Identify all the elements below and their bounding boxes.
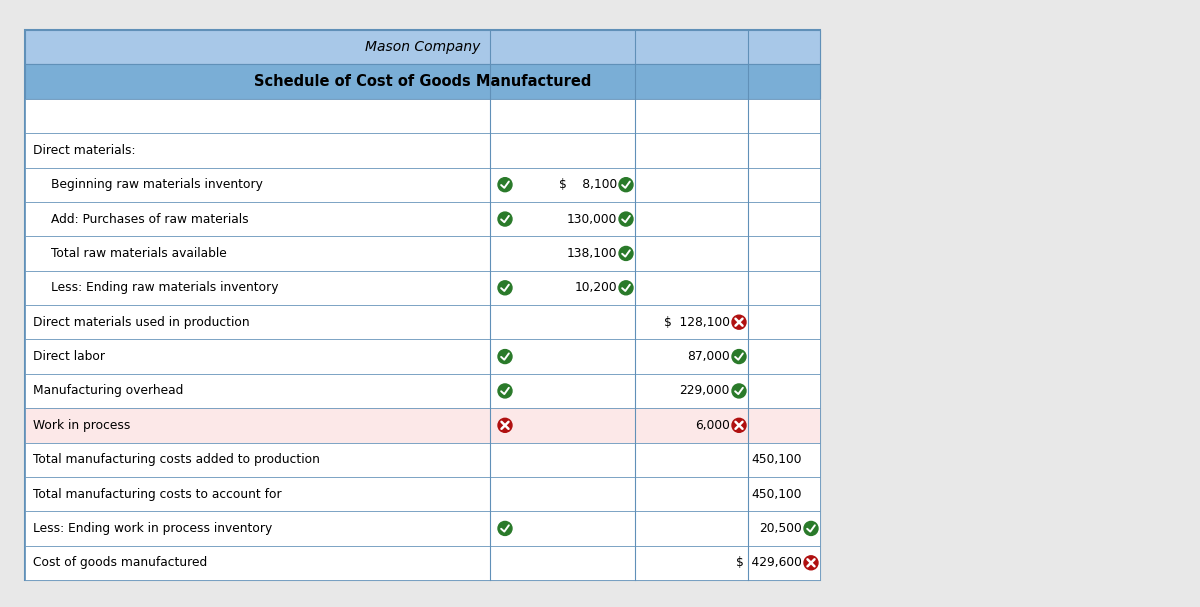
Circle shape [619,281,634,295]
Text: 229,000: 229,000 [679,384,730,398]
Text: Schedule of Cost of Goods Manufactured: Schedule of Cost of Goods Manufactured [254,74,592,89]
Text: 6,000: 6,000 [695,419,730,432]
Circle shape [732,315,746,329]
Bar [25,30,820,64]
Text: 10,200: 10,200 [575,281,617,294]
Text: Add: Purchases of raw materials: Add: Purchases of raw materials [50,212,248,226]
Bar [25,511,820,546]
Circle shape [804,556,818,570]
Text: Total manufacturing costs to account for: Total manufacturing costs to account for [34,487,282,501]
Text: 450,100: 450,100 [751,487,802,501]
Circle shape [498,212,512,226]
Bar [25,443,820,477]
Circle shape [619,246,634,260]
Circle shape [804,521,818,535]
Bar [25,408,820,443]
Bar [25,305,820,339]
Circle shape [732,384,746,398]
Circle shape [498,384,512,398]
Circle shape [619,212,634,226]
Text: $    8,100: $ 8,100 [559,178,617,191]
Text: Cost of goods manufactured: Cost of goods manufactured [34,556,208,569]
Text: 20,500: 20,500 [760,522,802,535]
Text: Manufacturing overhead: Manufacturing overhead [34,384,184,398]
Text: 450,100: 450,100 [751,453,802,466]
Text: 87,000: 87,000 [688,350,730,363]
Text: Mason Company: Mason Company [365,40,480,54]
Text: $  128,100: $ 128,100 [664,316,730,328]
Text: Direct materials:: Direct materials: [34,144,136,157]
Text: Total raw materials available: Total raw materials available [50,247,227,260]
Text: Total manufacturing costs added to production: Total manufacturing costs added to produ… [34,453,320,466]
Bar [25,133,820,168]
Bar [25,546,820,580]
Bar [25,271,820,305]
Text: Beginning raw materials inventory: Beginning raw materials inventory [50,178,263,191]
Bar [25,477,820,511]
Bar [25,236,820,271]
Circle shape [619,178,634,192]
Circle shape [498,178,512,192]
Bar [25,168,820,202]
Bar [25,99,820,133]
Text: Less: Ending work in process inventory: Less: Ending work in process inventory [34,522,272,535]
Text: $  429,600: $ 429,600 [736,556,802,569]
Circle shape [498,350,512,364]
Text: Direct materials used in production: Direct materials used in production [34,316,250,328]
Text: Less: Ending raw materials inventory: Less: Ending raw materials inventory [50,281,278,294]
Circle shape [732,418,746,432]
Circle shape [498,418,512,432]
Text: Direct labor: Direct labor [34,350,106,363]
Circle shape [732,350,746,364]
Text: 138,100: 138,100 [566,247,617,260]
Bar [25,30,820,580]
Text: 130,000: 130,000 [566,212,617,226]
Circle shape [498,521,512,535]
Bar [25,202,820,236]
Bar [25,374,820,408]
Circle shape [498,281,512,295]
Bar [25,339,820,374]
Text: Work in process: Work in process [34,419,131,432]
Bar [25,64,820,99]
